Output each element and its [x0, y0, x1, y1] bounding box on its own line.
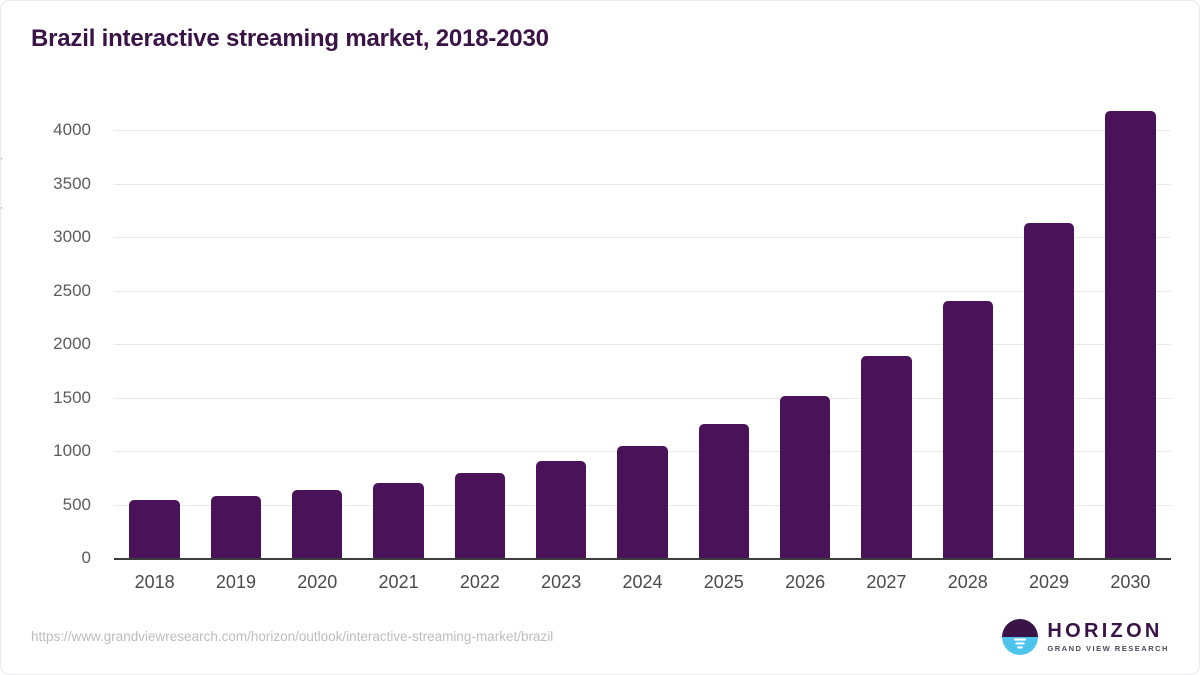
y-axis-tick-label: 3000: [53, 227, 91, 246]
x-axis-tick-label: 2027: [866, 572, 907, 592]
bar-slot: [764, 130, 845, 558]
gridline: [114, 130, 1171, 131]
logo-text: HORIZON GRAND VIEW RESEARCH: [1047, 621, 1169, 653]
y-axis-tick-label: 2500: [53, 280, 91, 300]
gridline: [114, 183, 1171, 185]
x-axis-tick-label: 2018: [134, 572, 175, 592]
bar-2025[interactable]: [698, 423, 749, 558]
bar-slot: [195, 130, 276, 558]
x-axis-tick-label: 2025: [703, 572, 744, 592]
bar-slot: [846, 130, 927, 558]
bar-2028[interactable]: [942, 301, 993, 558]
horizon-logo: HORIZON GRAND VIEW RESEARCH: [1002, 619, 1169, 655]
x-axis-tick-label: 2028: [947, 572, 988, 592]
page-title: Brazil interactive streaming market, 201…: [31, 25, 549, 52]
bar-2018[interactable]: [129, 499, 180, 558]
gridline: [114, 397, 1171, 399]
bar-2023[interactable]: [535, 460, 587, 558]
x-axis-tick-label: 2021: [378, 572, 419, 592]
bar-slot: [683, 130, 764, 558]
gridline: [114, 344, 1171, 345]
bar-2022[interactable]: [454, 473, 506, 558]
y-axis-title: Market Size (US$M): [0, 153, 2, 307]
bar-slot: [277, 130, 358, 558]
bar-slot: [521, 130, 602, 558]
bar-2021[interactable]: [373, 483, 424, 558]
y-axis-tick-label: 4000: [53, 120, 91, 139]
bar-slot: [1090, 111, 1171, 558]
x-axis-tick-label: 2030: [1110, 572, 1151, 592]
bar-2029[interactable]: [1023, 222, 1075, 558]
y-axis-tick-label: 1000: [53, 441, 91, 460]
y-axis-tick-label: 0: [81, 548, 91, 567]
bar-slot: [927, 130, 1008, 558]
logo-tagline: GRAND VIEW RESEARCH: [1047, 644, 1169, 654]
bar-2027[interactable]: [861, 355, 912, 558]
bar-slot: [114, 130, 195, 558]
y-axis-tick-label: 1500: [53, 387, 91, 407]
x-axis-line: [114, 558, 1171, 560]
x-axis-tick-label: 2023: [541, 572, 582, 592]
x-axis-tick-label: 2029: [1029, 572, 1070, 592]
logo-wordmark: HORIZON: [1047, 620, 1163, 643]
source-url[interactable]: https://www.grandviewresearch.com/horizo…: [31, 629, 554, 644]
gridline: [114, 237, 1171, 238]
horizon-sunset-circle-icon: [1002, 619, 1039, 655]
x-axis-tick-label: 2020: [297, 572, 338, 592]
bar-slot: [439, 130, 520, 558]
gridline: [114, 290, 1171, 292]
bar-2020[interactable]: [292, 489, 343, 558]
bar-slot: [358, 130, 439, 558]
x-axis-tick-label: 2019: [215, 572, 256, 592]
bar-2026[interactable]: [779, 395, 831, 558]
y-axis-tick-label: 500: [62, 494, 91, 514]
x-axis-tick-label: 2024: [622, 572, 663, 592]
bar-slot: [1008, 130, 1089, 558]
x-axis-tick-label: 2022: [459, 572, 500, 592]
x-axis-tick-label: 2026: [785, 572, 826, 592]
y-axis-tick-label: 2000: [53, 334, 91, 353]
y-axis-tick-label: 3500: [53, 173, 91, 193]
bar-slot: [602, 130, 683, 558]
plot-area: [114, 111, 1171, 558]
bar-2019[interactable]: [210, 495, 262, 558]
bar-2024[interactable]: [617, 445, 668, 558]
bar-2030[interactable]: [1105, 111, 1156, 558]
